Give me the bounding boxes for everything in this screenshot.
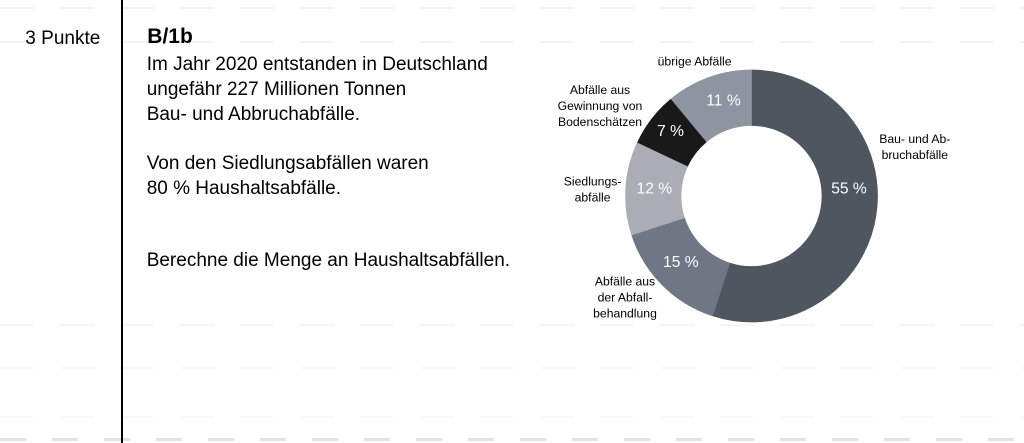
svg-text:bruchabfälle: bruchabfälle — [882, 148, 949, 162]
svg-text:11 %: 11 % — [706, 92, 741, 109]
svg-text:Abfälle aus: Abfälle aus — [595, 275, 655, 289]
svg-text:behandlung: behandlung — [593, 307, 657, 321]
svg-text:55 %: 55 % — [831, 180, 867, 197]
svg-text:abfälle: abfälle — [575, 191, 611, 205]
svg-text:15 %: 15 % — [663, 254, 699, 271]
svg-text:Abfälle aus: Abfälle aus — [570, 83, 630, 97]
svg-text:Siedlungs-: Siedlungs- — [564, 175, 622, 189]
svg-text:Bau- und Ab-: Bau- und Ab- — [879, 132, 950, 146]
svg-text:der Abfall-: der Abfall- — [598, 291, 653, 305]
svg-text:Bodenschätzen: Bodenschätzen — [558, 115, 642, 129]
svg-text:7 %: 7 % — [657, 123, 684, 140]
svg-text:Gewinnung von: Gewinnung von — [558, 99, 643, 113]
svg-text:12 %: 12 % — [637, 180, 673, 197]
svg-text:übrige Abfälle: übrige Abfälle — [658, 54, 732, 68]
